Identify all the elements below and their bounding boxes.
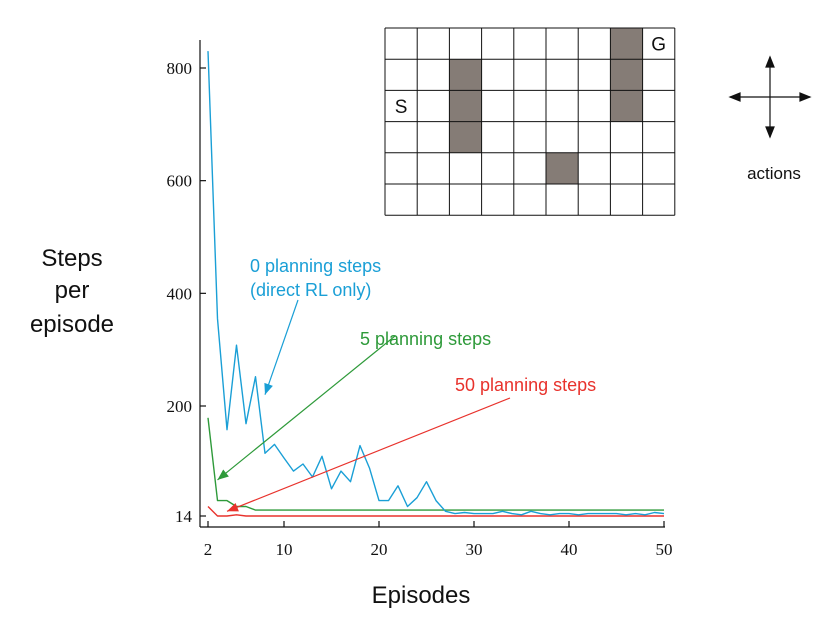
y-tick-label: 600 [167,172,193,191]
series-line-0-planning-steps [207,51,665,516]
wall-cell [610,90,643,122]
y-tick-label: 14 [175,507,193,526]
annotation-arrow-head [217,469,229,480]
y-tick-label: 800 [167,59,193,78]
label-5-planning-steps: 5 planning steps [360,329,491,349]
series-group [207,51,665,517]
goal-label: G [651,35,666,56]
x-tick-label: 10 [276,540,293,559]
gridworld: SG [384,27,676,216]
wall-cell [610,28,643,60]
label-0-planning-steps: 0 planning steps [250,256,381,276]
wall-cell [610,59,643,91]
x-tick-label: 30 [466,540,483,559]
actions-icon [728,55,812,139]
ylabel-line-1: Steps [41,245,102,272]
start-label: S [395,97,408,118]
series-line-5-planning-steps [207,417,664,511]
annotation-arrow-line [226,397,511,512]
x-tick-label: 50 [656,540,673,559]
wall-cell [449,121,482,153]
annotation-arrow-line [217,335,396,481]
x-tick-label: 20 [371,540,388,559]
ylabel-line-3: episode [30,311,114,338]
annotation-arrow-head [227,503,239,512]
wall-cell [546,152,579,184]
y-tick-label: 200 [167,397,193,416]
actions-label: actions [747,164,801,183]
annotation-arrow-line [264,299,299,395]
y-tick-label: 400 [167,284,193,303]
ylabel-line-2: per [55,277,90,304]
label-direct-rl-only: (direct RL only) [250,280,371,300]
wall-cell [449,90,482,122]
annotations: 0 planning steps (direct RL only) 5 plan… [217,256,596,512]
annotation-arrow-head [264,382,273,395]
label-50-planning-steps: 50 planning steps [455,375,596,395]
xlabel: Episodes [372,582,471,609]
wall-cell [449,59,482,91]
axes: 14 200 400 600 800 2 10 20 30 40 50 [167,40,673,559]
x-tick-label: 40 [561,540,578,559]
x-tick-label: 2 [204,540,213,559]
series-line-50-planning-steps [207,506,664,517]
